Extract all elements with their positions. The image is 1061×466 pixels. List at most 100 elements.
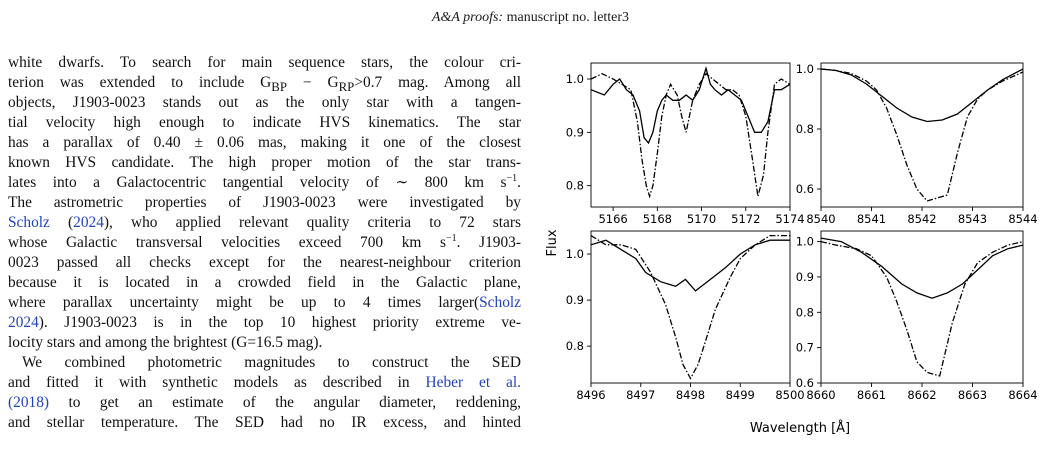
panel-bottom-right: 8660 8661 8662 8663 8664 0.6 0.7 0.8 0.9 1.0 [796,230,1038,402]
model-spectrum-line [591,234,790,380]
x-tick-label: 5166 [598,212,627,226]
body-line: 0023 passed all checks except for the ne… [8,253,521,273]
x-tick-label: 8544 [1008,212,1037,226]
citation-link[interactable]: Scholz [8,214,50,231]
x-tick-label: 8662 [907,388,936,402]
model-spectrum-line [821,240,1023,377]
axes-frame [590,230,791,384]
text-run: 0023 passed all checks except for the ne… [8,254,521,271]
x-tick-label: 5174 [775,212,804,226]
observed-spectrum-line [821,68,1023,123]
axes-frame [820,230,1024,384]
axes-frame [820,62,1024,208]
body-line: whose Galactic transversal velocities ex… [8,233,521,253]
body-line: We combined photometric magnitudes to co… [8,353,521,373]
observed-spectrum-line [591,65,790,145]
x-tick-label: 8543 [958,212,987,226]
panel-bottom-left: 8496 8497 8498 8499 8500 0.8 0.9 1.0 [566,230,805,402]
x-tick-label: 8660 [806,388,835,402]
manuscript-label: manuscript no. letter3 [503,10,630,25]
text-run: tial velocity high enough to indicate HV… [8,114,521,131]
x-tick-label: 8540 [806,212,835,226]
body-line: white dwarfs. To search for main sequenc… [8,53,521,73]
citation-link[interactable]: 2024 [73,214,104,231]
citation-link[interactable]: Heber et al. [425,374,521,391]
y-tick-label: 0.8 [796,305,814,319]
text-run: ( [49,214,74,231]
x-tick-label: 5168 [643,212,672,226]
observed-spectrum-line [591,239,790,292]
text-run: and stellar temperature. The SED had no … [8,414,521,431]
text-run: lates into a Galactocentric tangential v… [8,174,507,191]
text-run: whose Galactic transversal velocities ex… [8,234,446,251]
body-line: lates into a Galactocentric tangential v… [8,173,521,193]
y-tick-label: 0.8 [796,122,814,136]
y-tick-label: 0.7 [796,341,814,355]
subscript: BP [271,80,287,95]
citation-link[interactable]: 2024 [8,314,39,331]
y-tick-label: 0.6 [796,182,814,196]
model-spectrum-line [591,72,790,199]
text-run: . [517,174,521,191]
text-run: − G [287,74,339,91]
y-tick-label: 1.0 [566,72,584,86]
body-line: 2024). J1903-0023 is in the top 10 highe… [8,313,521,333]
x-axis-label: Wavelength [Å] [750,420,850,436]
text-run: >0.7 mag. Among all [354,74,521,91]
body-line: Scholz (2024), who applied relevant qual… [8,213,521,233]
y-tick-label: 1.0 [566,247,584,261]
y-tick-label: 1.0 [796,235,814,249]
body-line: where parallax uncertainty might be up t… [8,293,521,313]
x-tick-label: 5172 [731,212,760,226]
text-run: The astrometric properties of J1903-0023… [8,194,521,211]
body-line: (2018) to get an estimate of the angular… [8,393,521,413]
superscript: −1 [446,232,457,244]
x-tick-label: 8541 [857,212,886,226]
x-tick-label: 8496 [576,388,605,402]
axes-frame [590,62,791,208]
body-line: and fitted it with synthetic models as d… [8,373,521,393]
model-spectrum-line [821,68,1023,202]
body-line: has a parallax of 0.40 ± 0.06 mas, makin… [8,133,521,153]
body-text-column: white dwarfs. To search for main sequenc… [8,53,521,433]
text-run: where parallax uncertainty might be up t… [8,294,480,311]
x-tick-label: 5170 [687,212,716,226]
y-tick-label: 0.9 [566,125,584,139]
text-run: white dwarfs. To search for main sequenc… [8,54,521,71]
citation-link[interactable]: Scholz [479,294,521,311]
subscript: RP [338,80,355,95]
y-tick-label: 1.0 [796,62,814,76]
x-tick-label: 8498 [676,388,705,402]
text-run: terion was extended to include G [8,74,272,91]
x-tick-label: 8499 [726,388,755,402]
text-run: locity stars and among the brightest (G=… [8,334,323,351]
superscript: −1 [506,172,518,184]
body-line: known HVS candidate. The high proper mot… [8,153,521,173]
panel-top-left: 5166 5168 5170 5172 5174 0.8 0.9 1.0 [566,62,805,226]
y-tick-label: 0.9 [796,270,814,284]
body-line: objects, J1903-0023 stands out as the on… [8,93,521,113]
x-tick-label: 8663 [958,388,987,402]
body-line: locity stars and among the brightest (G=… [8,333,521,353]
y-tick-label: 0.8 [566,179,584,193]
text-run: known HVS candidate. The high proper mot… [8,154,521,171]
body-line: because it is located in a crowded field… [8,273,521,293]
x-tick-label: 8664 [1008,388,1037,402]
text-run: . J1903- [456,234,521,251]
text-run: ), who applied relevant quality criteria… [103,214,521,231]
text-run: has a parallax of 0.40 ± 0.06 mas, makin… [8,134,521,151]
journal-name: A&A proofs: [431,10,504,25]
x-tick-label: 8661 [857,388,886,402]
y-tick-label: 0.8 [566,339,584,353]
observed-spectrum-line [821,237,1023,299]
text-run: ). J1903-0023 is in the top 10 highest p… [38,314,521,331]
text-run: because it is located in a crowded field… [8,274,521,291]
body-line: and stellar temperature. The SED had no … [8,413,521,433]
text-run: objects, J1903-0023 stands out as the on… [8,94,521,111]
citation-link[interactable]: (2018) [8,394,50,411]
text-run: We combined photometric magnitudes to co… [22,354,521,371]
body-line: The astrometric properties of J1903-0023… [8,193,521,213]
x-tick-label: 8542 [907,212,936,226]
text-run: to get an estimate of the angular diamet… [49,394,522,411]
x-tick-label: 8497 [626,388,655,402]
